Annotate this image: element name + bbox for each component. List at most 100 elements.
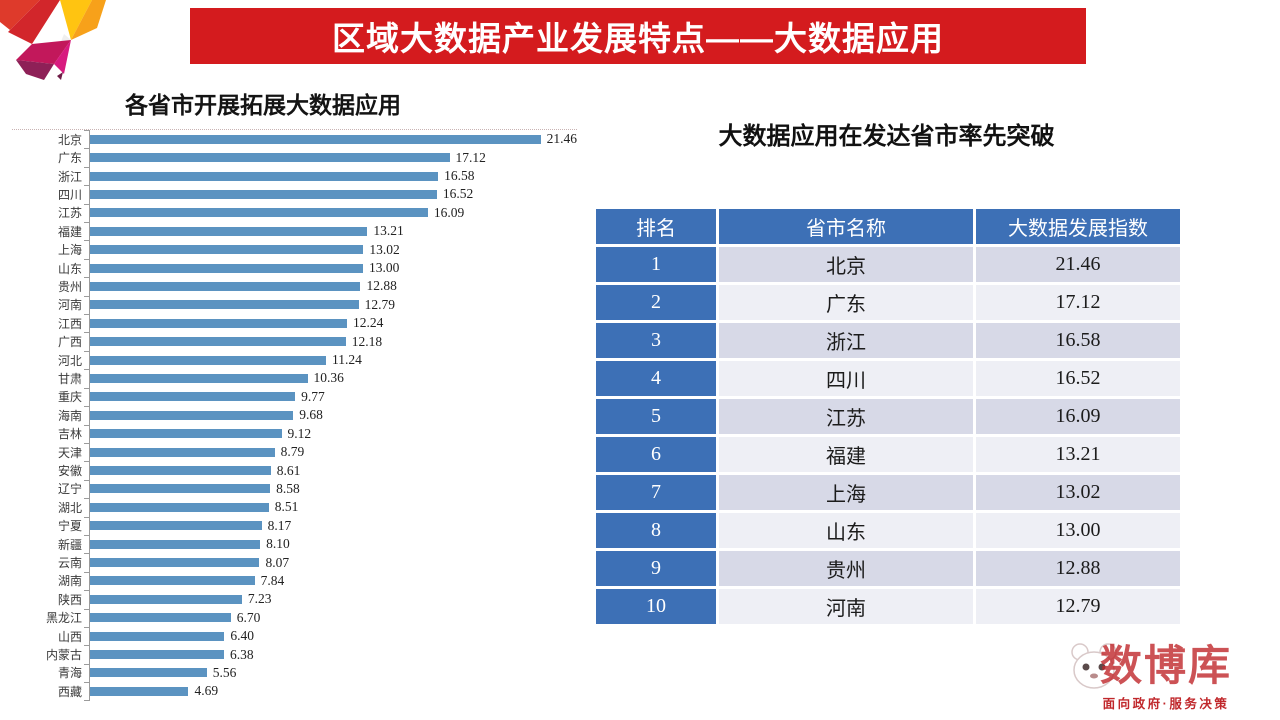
bar-row: 山东 13.00 — [12, 258, 577, 278]
bar-cell: 16.09 — [89, 203, 577, 223]
bar-row: 湖南 7.84 — [12, 571, 577, 591]
bar — [90, 208, 428, 218]
bar — [90, 576, 255, 586]
bar-category-label: 浙江 — [57, 169, 82, 184]
bar-row: 四川 16.52 — [12, 185, 577, 204]
table-row: 9 贵州 12.88 — [596, 551, 1180, 586]
bar-category-label: 四川 — [57, 187, 82, 202]
rank-cell: 2 — [596, 285, 716, 320]
bar-cell: 13.21 — [89, 222, 577, 241]
bar-cell: 9.77 — [89, 387, 577, 407]
bar — [90, 502, 269, 512]
bar — [90, 447, 275, 457]
bar-value-label: 6.40 — [230, 628, 255, 644]
bar-value-label: 9.77 — [301, 388, 325, 404]
bar-value-label: 8.58 — [276, 480, 300, 496]
bar-category-label: 河南 — [57, 298, 82, 313]
bar-value-label: 10.36 — [313, 370, 344, 386]
province-cell: 贵州 — [719, 551, 973, 586]
ranking-table: 排名 省市名称 大数据发展指数 1 北京 21.46 2 广东 17.12 3 浙江 16.58 4 四… — [593, 206, 1183, 627]
bar-cell: 12.18 — [89, 332, 577, 351]
bar-value-label: 9.68 — [299, 407, 323, 423]
province-cell: 四川 — [719, 361, 973, 396]
bar — [90, 686, 189, 696]
bar-cell: 9.12 — [89, 424, 577, 443]
bar-category-label: 河北 — [57, 353, 82, 368]
bar-row: 贵州 12.88 — [12, 277, 577, 296]
bar-category-label: 湖南 — [57, 574, 82, 589]
bar-value-label: 12.24 — [353, 315, 384, 331]
bar-value-label: 16.09 — [433, 204, 465, 220]
index-cell: 21.46 — [976, 247, 1180, 282]
table-row: 7 上海 13.02 — [596, 475, 1180, 510]
bar-category-label: 江苏 — [57, 206, 82, 221]
bar-row: 吉林 9.12 — [12, 424, 577, 443]
table-column-header: 省市名称 — [719, 209, 973, 244]
bar-category-label: 福建 — [57, 224, 82, 239]
bar-value-label: 4.69 — [194, 683, 219, 699]
footer-tagline: 面向政府·服务决策 — [1102, 697, 1230, 711]
bar-row: 青海 5.56 — [12, 663, 577, 683]
bar-category-label: 吉林 — [57, 427, 82, 442]
bar-cell: 8.10 — [89, 534, 577, 554]
bar — [90, 337, 346, 347]
bar-value-label: 12.79 — [364, 296, 395, 312]
bar-cell: 16.58 — [89, 166, 577, 186]
bar-category-label: 内蒙古 — [45, 648, 82, 663]
bar-category-label: 山西 — [57, 629, 82, 644]
bar-cell: 21.46 — [89, 130, 577, 149]
bar-value-label: 8.79 — [280, 444, 305, 460]
bar-row: 辽宁 8.58 — [12, 479, 577, 499]
bar-category-label: 贵州 — [57, 279, 82, 294]
bar-value-label: 6.70 — [236, 609, 261, 625]
bar — [90, 189, 437, 199]
rank-cell: 4 — [596, 361, 716, 396]
bar-row: 福建 13.21 — [12, 222, 577, 241]
bar-category-label: 辽宁 — [57, 482, 82, 497]
bar-cell: 9.68 — [89, 406, 577, 425]
bar-cell: 13.02 — [89, 240, 577, 259]
bar-value-label: 12.18 — [351, 333, 383, 349]
bar — [90, 153, 450, 163]
rank-cell: 9 — [596, 551, 716, 586]
rank-cell: 5 — [596, 399, 716, 434]
bar-category-label: 湖北 — [57, 500, 82, 515]
index-cell: 12.79 — [976, 589, 1180, 624]
bar-category-label: 新疆 — [57, 537, 82, 552]
province-cell: 山东 — [719, 513, 973, 548]
bar-row: 内蒙古 6.38 — [12, 645, 577, 664]
bar-category-label: 云南 — [57, 556, 82, 571]
bar — [90, 429, 282, 439]
table-row: 2 广东 17.12 — [596, 285, 1180, 320]
index-cell: 13.21 — [976, 437, 1180, 472]
bar-value-label: 13.00 — [369, 260, 400, 276]
rank-cell: 3 — [596, 323, 716, 358]
rank-cell: 6 — [596, 437, 716, 472]
bar — [90, 613, 231, 623]
bar-value-label: 16.58 — [444, 168, 475, 184]
bar-row: 陕西 7.23 — [12, 590, 577, 609]
bar — [90, 171, 439, 181]
province-cell: 上海 — [719, 475, 973, 510]
bar-category-label: 广东 — [57, 151, 82, 166]
table-row: 4 四川 16.52 — [596, 361, 1180, 396]
rank-cell: 7 — [596, 475, 716, 510]
bar-row: 宁夏 8.17 — [12, 516, 577, 535]
bar-cell: 7.84 — [89, 571, 577, 591]
bar-cell: 7.23 — [89, 590, 577, 609]
bar-row: 河南 12.79 — [12, 295, 577, 315]
bar-cell: 8.07 — [89, 553, 577, 572]
index-cell: 16.09 — [976, 399, 1180, 434]
bar — [90, 300, 359, 310]
bar-category-label: 重庆 — [57, 390, 82, 405]
bar-cell: 12.88 — [89, 277, 577, 296]
table-row: 3 浙江 16.58 — [596, 323, 1180, 358]
bar-row: 天津 8.79 — [12, 442, 577, 462]
bar-value-label: 16.52 — [442, 186, 474, 202]
bar-value-label: 7.23 — [247, 591, 272, 607]
table-column-header: 大数据发展指数 — [976, 209, 1180, 244]
bar-row: 北京 21.46 — [12, 130, 577, 149]
footer-logo: 数博库 面向政府·服务决策 — [1066, 640, 1266, 712]
bar — [90, 355, 327, 365]
